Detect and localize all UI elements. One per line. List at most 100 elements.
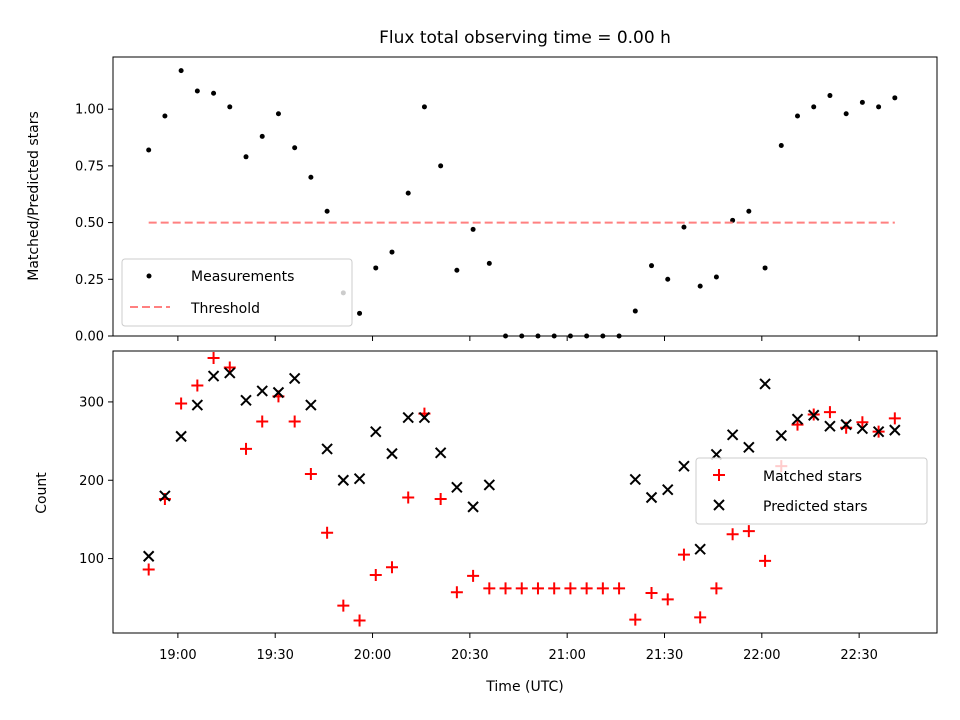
y-tick-label: 0.75 <box>75 159 104 174</box>
bottom-plot-frame <box>112 350 938 634</box>
matched-stars-point <box>256 415 269 428</box>
matched-stars-point <box>434 493 447 506</box>
bottom-legend-box <box>695 457 928 525</box>
top-legend: Measurements Threshold <box>121 258 353 327</box>
x-tick-label: 21:30 <box>646 648 683 663</box>
legend-label-measurements: Measurements <box>191 269 294 285</box>
measurement-point <box>713 274 719 280</box>
measurement-point <box>389 249 395 255</box>
x-tick-label: 22:00 <box>743 648 780 663</box>
predicted-stars-point <box>889 424 901 436</box>
matched-stars-point <box>191 379 204 392</box>
predicted-stars-point <box>824 420 836 432</box>
matched-stars-point <box>677 548 690 561</box>
matched-stars-point <box>353 614 366 627</box>
predicted-stars-point <box>629 473 642 486</box>
matched-stars-point <box>483 582 496 595</box>
matched-stars-point <box>531 582 544 595</box>
predicted-stars-point <box>791 413 804 425</box>
matched-stars-point <box>742 525 755 538</box>
matched-stars-point <box>304 467 317 480</box>
predicted-stars-point <box>645 491 658 504</box>
measurement-point <box>778 142 784 148</box>
measurement-point <box>275 111 281 117</box>
predicted-stars-point <box>191 399 204 411</box>
x-tick-label: 22:30 <box>840 648 877 663</box>
matched-stars-point <box>515 582 528 595</box>
predicted-stars-point <box>305 399 317 411</box>
matched-stars-point <box>467 569 480 582</box>
measurement-point <box>843 111 849 117</box>
legend-label-matched: Matched stars <box>763 469 862 485</box>
measurement-point <box>665 276 671 282</box>
measurement-point <box>211 90 217 96</box>
predicted-stars-point <box>386 447 398 460</box>
measurement-point <box>243 154 249 160</box>
x-tick-label: 21:00 <box>548 648 585 663</box>
matched-stars-point <box>791 418 804 431</box>
measurement-point <box>454 267 460 273</box>
predicted-stars-point <box>872 425 885 438</box>
measurement-point <box>324 208 330 214</box>
measurement-point <box>876 104 882 110</box>
measurement-point <box>308 174 314 180</box>
matched-stars-point <box>726 528 739 541</box>
predicted-stars-point <box>402 411 414 424</box>
measurement-point <box>811 104 817 110</box>
measurement-point <box>486 260 492 266</box>
bottom-y-axis-label: Count <box>34 472 50 514</box>
matched-stars-point <box>240 442 253 455</box>
chart-title: Flux total observing time = 0.00 h <box>379 28 671 48</box>
y-tick-label: 200 <box>79 474 104 489</box>
legend-plus-marker <box>713 469 725 481</box>
matched-stars-point <box>385 561 398 574</box>
predicted-stars-point <box>451 481 463 494</box>
predicted-stars-point <box>370 425 382 438</box>
ratio-panel: Flux total observing time = 0.00 h Match… <box>26 28 938 345</box>
measurement-point <box>259 133 265 139</box>
measurement-point <box>146 147 152 153</box>
matched-stars-point <box>613 582 626 595</box>
measurement-point <box>892 95 898 101</box>
bottom-axes-ticks: 100 200 300 19:00 19:30 20:00 20:30 21:00 21:30 2… <box>79 395 878 663</box>
measurement-point <box>357 310 363 316</box>
x-axis-label: Time (UTC) <box>485 679 563 695</box>
matched-stars-point <box>402 491 415 504</box>
top-plot-frame <box>112 56 938 337</box>
predicted-stars-point <box>726 429 739 441</box>
measurement-point <box>827 93 833 99</box>
matched-stars-point <box>223 361 236 374</box>
predicted-stars-point <box>288 372 301 385</box>
top-plot-marks <box>146 68 898 339</box>
measurement-point <box>194 88 200 94</box>
matched-stars-point <box>548 582 561 595</box>
measurement-point <box>730 217 736 223</box>
measurement-point <box>649 263 655 269</box>
y-tick-label: 0.00 <box>75 330 104 345</box>
measurement-point <box>859 99 865 105</box>
predicted-stars-point <box>175 430 187 443</box>
legend-x-marker <box>713 499 725 511</box>
matched-stars-point <box>321 526 334 539</box>
predicted-stars-point <box>207 370 220 382</box>
predicted-stars-point <box>159 490 171 502</box>
matched-stars-point <box>175 397 188 410</box>
legend-dot-marker <box>146 273 152 279</box>
predicted-stars-point <box>337 474 350 486</box>
measurement-point <box>373 265 379 271</box>
predicted-stars-point <box>483 479 496 491</box>
measurement-point <box>292 145 298 151</box>
matched-stars-point <box>564 582 577 595</box>
y-tick-label: 0.50 <box>75 216 104 231</box>
matched-stars-point <box>142 563 155 576</box>
y-tick-label: 100 <box>79 552 104 567</box>
predicted-stars-point <box>256 385 268 397</box>
top-y-axis-label: Matched/Predicted stars <box>26 111 42 281</box>
measurement-point <box>632 308 638 314</box>
predicted-stars-point <box>467 501 479 513</box>
top-legend-box <box>121 258 353 327</box>
matched-stars-point <box>888 412 901 425</box>
x-tick-label: 20:00 <box>354 648 391 663</box>
